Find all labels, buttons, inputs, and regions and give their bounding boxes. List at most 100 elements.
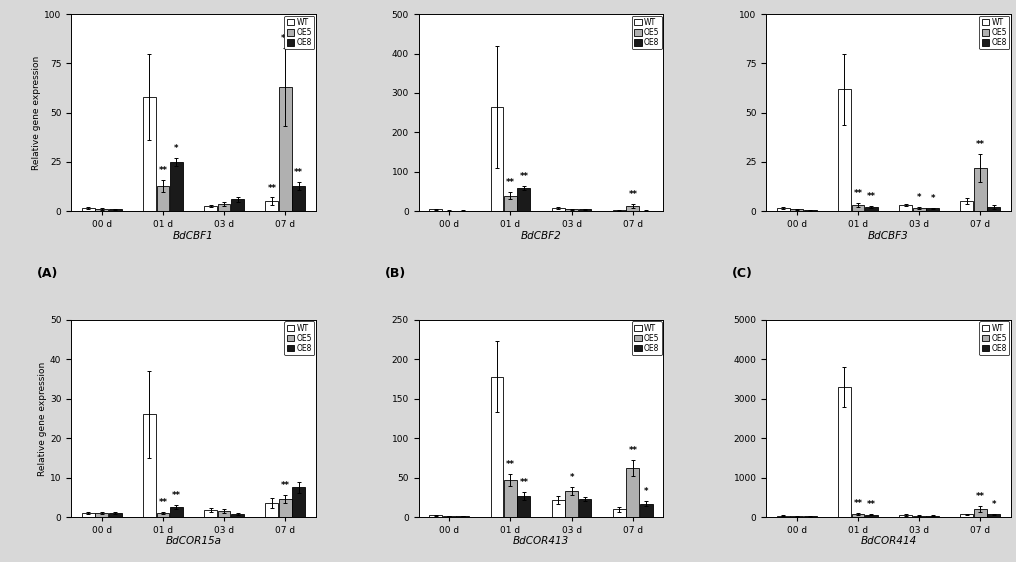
Legend: WT, OE5, OE8: WT, OE5, OE8 <box>979 16 1009 49</box>
Text: **: ** <box>158 498 168 507</box>
Text: *: * <box>916 193 922 202</box>
X-axis label: BdCOR414: BdCOR414 <box>861 537 916 546</box>
Text: **: ** <box>628 191 637 200</box>
Bar <box>552 208 565 211</box>
Text: **: ** <box>280 482 290 491</box>
Bar <box>517 188 530 211</box>
X-axis label: BdCBF3: BdCBF3 <box>869 231 909 241</box>
Bar <box>456 516 469 517</box>
Bar <box>278 87 292 211</box>
Bar <box>777 209 789 211</box>
Bar <box>627 206 639 211</box>
Bar <box>613 210 626 211</box>
Bar <box>430 209 442 211</box>
Text: **: ** <box>295 168 303 177</box>
Bar <box>265 503 278 517</box>
Bar <box>278 499 292 517</box>
Bar <box>96 513 108 517</box>
Bar <box>912 209 926 211</box>
Text: **: ** <box>867 192 876 201</box>
Bar <box>204 206 217 211</box>
Legend: WT, OE5, OE8: WT, OE5, OE8 <box>284 16 314 49</box>
Bar <box>293 185 305 211</box>
Bar <box>974 168 987 211</box>
Bar <box>579 209 591 211</box>
Legend: WT, OE5, OE8: WT, OE5, OE8 <box>979 321 1009 355</box>
Text: **: ** <box>867 500 876 509</box>
Bar <box>491 377 503 517</box>
Bar <box>974 509 987 517</box>
Text: **: ** <box>158 166 168 175</box>
Bar <box>838 89 850 211</box>
X-axis label: BdCOR15a: BdCOR15a <box>166 537 221 546</box>
Bar <box>232 200 244 211</box>
X-axis label: BdCOR413: BdCOR413 <box>513 537 569 546</box>
Bar <box>988 514 1000 517</box>
Bar <box>443 516 455 517</box>
Text: **: ** <box>853 499 863 508</box>
Bar <box>156 185 170 211</box>
Bar <box>579 499 591 517</box>
Bar <box>960 201 973 211</box>
Text: **: ** <box>628 446 637 455</box>
Text: **: ** <box>172 491 181 500</box>
Text: *: * <box>644 487 648 496</box>
Text: **: ** <box>519 172 528 181</box>
Text: *: * <box>569 473 574 482</box>
Bar <box>627 468 639 517</box>
Text: **: ** <box>506 460 515 469</box>
Bar <box>232 514 244 517</box>
Bar <box>552 500 565 517</box>
Bar <box>109 513 122 517</box>
Bar <box>82 513 94 517</box>
Text: (C): (C) <box>732 266 753 279</box>
Bar <box>565 491 578 517</box>
Bar <box>109 209 122 211</box>
Text: **: ** <box>280 34 290 43</box>
Bar <box>927 209 939 211</box>
Bar <box>204 510 217 517</box>
Bar <box>912 516 926 517</box>
Bar <box>504 480 517 517</box>
Bar <box>838 387 850 517</box>
Y-axis label: Relative gene expression: Relative gene expression <box>39 361 47 475</box>
Bar <box>851 514 865 517</box>
Bar <box>899 515 912 517</box>
Bar <box>790 209 804 211</box>
Legend: WT, OE5, OE8: WT, OE5, OE8 <box>284 321 314 355</box>
Text: (B): (B) <box>384 266 405 279</box>
Bar <box>804 210 817 211</box>
Bar <box>790 516 804 517</box>
Bar <box>170 162 183 211</box>
Bar <box>504 196 517 211</box>
Bar <box>96 209 108 211</box>
Bar <box>865 515 878 517</box>
Bar <box>265 201 278 211</box>
Bar <box>804 516 817 517</box>
Bar <box>156 513 170 517</box>
Text: (A): (A) <box>37 266 58 279</box>
Bar <box>293 487 305 517</box>
Text: **: ** <box>975 140 985 149</box>
Bar <box>851 205 865 211</box>
Bar <box>777 516 789 517</box>
X-axis label: BdCBF1: BdCBF1 <box>173 231 213 241</box>
Legend: WT, OE5, OE8: WT, OE5, OE8 <box>632 16 661 49</box>
Text: *: * <box>992 500 996 509</box>
Text: **: ** <box>506 178 515 188</box>
Bar <box>899 205 912 211</box>
Text: **: ** <box>267 184 276 193</box>
Text: *: * <box>931 194 935 203</box>
Text: **: ** <box>519 478 528 487</box>
Text: *: * <box>174 144 179 153</box>
Text: **: ** <box>975 492 985 501</box>
Bar <box>491 107 503 211</box>
Bar <box>430 515 442 517</box>
Bar <box>988 207 1000 211</box>
Text: **: ** <box>853 189 863 198</box>
Bar <box>640 504 652 517</box>
Bar <box>865 207 878 211</box>
Bar <box>143 414 155 517</box>
Bar <box>170 507 183 517</box>
Legend: WT, OE5, OE8: WT, OE5, OE8 <box>632 321 661 355</box>
